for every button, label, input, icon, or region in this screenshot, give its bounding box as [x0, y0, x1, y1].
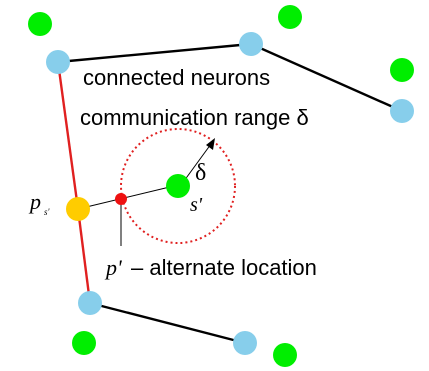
neuron-node — [78, 291, 102, 315]
red-path-lower — [76, 208, 92, 304]
link-bottom-left-to-bottom-right — [89, 301, 246, 345]
projection-line — [77, 184, 179, 210]
sensor-node — [278, 5, 302, 29]
sensor-node — [72, 331, 96, 355]
link-top-left-to-top-middle — [57, 42, 252, 64]
sensor-node-s-prime — [166, 174, 190, 198]
sensor-node — [273, 343, 297, 367]
p-prime-node — [115, 193, 127, 205]
delta-label: δ — [195, 160, 206, 186]
neuron-node — [239, 32, 263, 56]
p-prime-label: p' — [104, 255, 122, 280]
arrow-icon — [183, 138, 215, 182]
alternate-location-label: – alternate location — [131, 255, 317, 280]
link-top-middle-to-right — [250, 42, 403, 113]
neuron-node — [233, 331, 257, 355]
p-s-label: p — [28, 189, 41, 214]
connected-neurons-label: connected neurons — [83, 65, 270, 90]
communication-range-label: communication range δ — [80, 105, 309, 130]
s-prime-label: s' — [190, 194, 203, 216]
communication-range-circle — [120, 128, 236, 244]
red-path-upper — [56, 61, 80, 210]
neuron-node — [46, 50, 70, 74]
p-s-subscript: s' — [44, 207, 51, 217]
sensor-node — [28, 12, 52, 36]
sensor-node — [390, 58, 414, 82]
p-s-node — [66, 197, 90, 221]
neuron-node — [390, 99, 414, 123]
